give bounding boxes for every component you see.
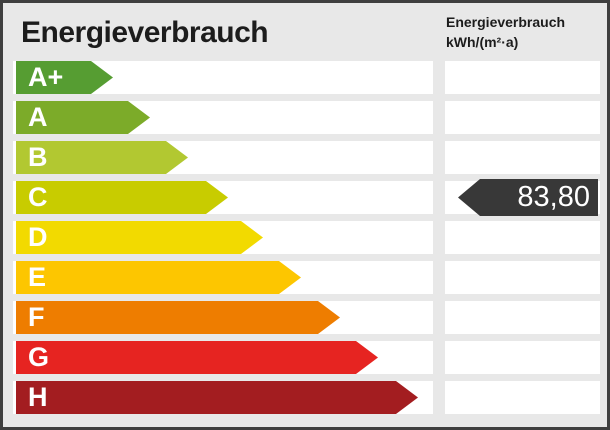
value-cell	[445, 221, 600, 254]
consumption-value-marker: 83,80	[458, 179, 598, 216]
rating-arrow-f: F	[16, 301, 340, 334]
rating-arrow-h: H	[16, 381, 418, 414]
rating-row-c: C	[3, 181, 607, 214]
rating-letter: B	[28, 142, 48, 172]
value-cell	[445, 101, 600, 134]
rating-row-d: D	[3, 221, 607, 254]
rating-letter: G	[28, 342, 50, 372]
rating-arrow-g: G	[16, 341, 378, 374]
rating-letter: E	[28, 262, 47, 292]
rating-letter: C	[28, 182, 48, 212]
unit-header-line1: Energieverbrauch	[446, 14, 566, 30]
rating-row-h: H	[3, 381, 607, 414]
unit-column-header: Energieverbrauch kWh/(m²·a)	[446, 12, 565, 52]
rating-arrow-a-plus: A+	[16, 61, 113, 94]
rating-row-g: G	[3, 341, 607, 374]
rating-arrow-a: A	[16, 101, 150, 134]
rating-row-e: E	[3, 261, 607, 294]
rating-letter: A	[28, 102, 48, 132]
consumption-value: 83,80	[517, 181, 590, 213]
rating-letter: H	[28, 382, 48, 412]
value-cell	[445, 141, 600, 174]
value-cell	[445, 61, 600, 94]
rating-arrow-e: E	[16, 261, 301, 294]
page-title: Energieverbrauch	[21, 16, 269, 49]
value-cell	[445, 381, 600, 414]
rating-letter: A+	[28, 62, 64, 92]
rating-row-b: B	[3, 141, 607, 174]
value-cell	[445, 301, 600, 334]
rating-row-a: A	[3, 101, 607, 134]
value-cell	[445, 341, 600, 374]
rating-letter: F	[28, 302, 45, 332]
rating-arrow-c: C	[16, 181, 228, 214]
rating-arrow-d: D	[16, 221, 263, 254]
unit-header-line2: kWh/(m²·a)	[446, 34, 519, 50]
value-cell	[445, 261, 600, 294]
rating-row-f: F	[3, 301, 607, 334]
rating-arrow-b: B	[16, 141, 188, 174]
rating-row-a-plus: A+	[3, 61, 607, 94]
rating-letter: D	[28, 222, 48, 252]
